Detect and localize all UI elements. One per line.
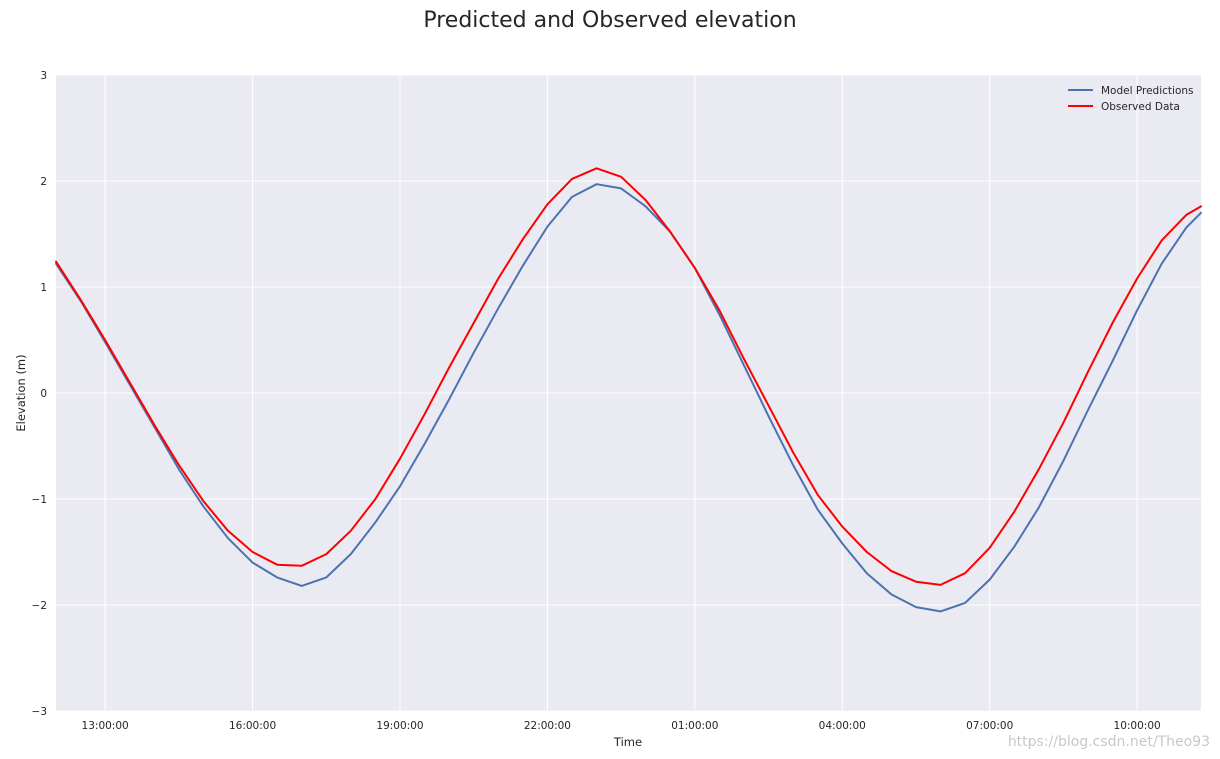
y-tick-label: 1 — [40, 282, 47, 294]
x-tick-label: 22:00:00 — [524, 720, 571, 732]
x-tick-label: 07:00:00 — [966, 720, 1013, 732]
legend: Model Predictions Observed Data — [1068, 85, 1194, 113]
y-tick-label: −3 — [32, 706, 47, 718]
x-axis-label: Time — [613, 735, 642, 749]
y-tick-label: −1 — [32, 494, 47, 506]
x-tick-label: 04:00:00 — [819, 720, 866, 732]
y-ticks: −3 −2 −1 0 1 2 3 — [32, 70, 47, 718]
y-tick-label: 2 — [40, 176, 47, 188]
y-tick-label: 3 — [40, 70, 47, 82]
y-axis-label: Elevation (m) — [14, 354, 28, 431]
watermark: https://blog.csdn.net/Theo93 — [1008, 734, 1210, 750]
x-tick-label: 10:00:00 — [1114, 720, 1161, 732]
x-tick-label: 16:00:00 — [229, 720, 276, 732]
series-lines — [55, 167, 1202, 613]
legend-label: Observed Data — [1101, 101, 1180, 113]
y-tick-label: 0 — [40, 388, 47, 400]
chart-title: Predicted and Observed elevation — [423, 8, 796, 33]
series-line-observed-data — [55, 167, 1202, 586]
x-tick-label: 01:00:00 — [671, 720, 718, 732]
x-tick-label: 19:00:00 — [376, 720, 423, 732]
x-ticks: 13:00:00 16:00:00 19:00:00 22:00:00 01:00:00… — [82, 720, 1161, 732]
x-tick-label: 13:00:00 — [82, 720, 129, 732]
legend-label: Model Predictions — [1101, 85, 1194, 97]
series-line-model-predictions — [55, 183, 1202, 613]
y-tick-label: −2 — [32, 600, 47, 612]
grid — [56, 74, 1201, 712]
